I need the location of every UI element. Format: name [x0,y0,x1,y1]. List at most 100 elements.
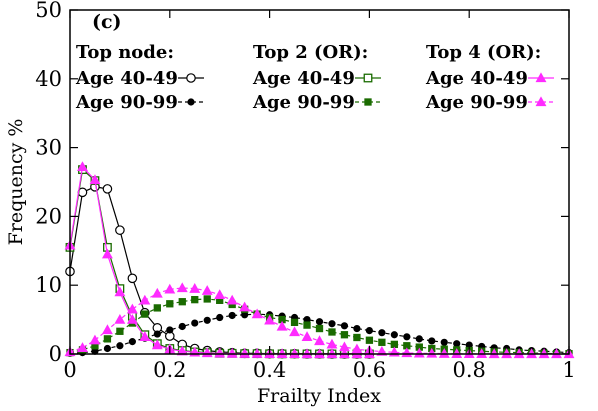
legend-group-1: Top 2 (OR): Age 40-49 Age 90-99 [252,42,381,113]
data-point [77,161,88,172]
x-axis-label: Frailty Index [257,385,381,407]
data-point [128,338,136,346]
data-point [239,348,251,358]
data-point [126,303,138,314]
y-tick-label: 20 [35,204,62,228]
data-point [353,324,361,333]
data-point [378,338,386,346]
data-point [328,320,336,328]
legend-header: Top 2 (OR): [253,42,368,63]
series-2 [65,165,374,359]
data-point [151,339,163,350]
legend: Top node: Age 40-49 Age 90-99 Top 2 (OR): Ag… [75,42,554,113]
data-point [426,347,438,358]
data-point [191,319,199,327]
data-point [116,327,124,335]
data-point [226,347,238,358]
data-point [203,316,211,324]
data-point [153,304,161,312]
data-point [438,348,450,358]
data-point [176,282,188,293]
data-point [365,336,374,344]
data-point [114,313,126,324]
data-point [216,313,224,322]
legend-marker [187,98,195,106]
data-point [114,286,126,297]
data-point [178,298,186,306]
chart-marks [64,161,575,359]
data-point [189,283,201,293]
data-point [203,295,211,303]
series-0 [65,182,375,359]
data-point [276,320,288,331]
data-point [166,326,174,334]
legend-marker [364,98,372,106]
y-axis-label: Frequency % [5,119,27,246]
data-point [390,331,398,339]
data-point [340,322,349,330]
legend-marker [186,73,196,83]
x-tick-label: 0.8 [452,358,485,382]
legend-entry-label: Age 90-99 [425,92,528,113]
data-point [351,343,363,354]
data-point [415,335,423,343]
series-line [69,168,370,355]
data-point [251,308,263,319]
data-point [290,318,299,327]
data-point [239,301,251,312]
data-point [353,333,361,342]
x-tick-label: 0.6 [353,358,386,382]
data-point [315,318,324,326]
data-point [376,345,388,356]
data-point [326,338,338,349]
x-tick-label: 0 [63,358,76,382]
data-point [102,184,113,194]
data-point [214,347,226,358]
legend-group-2: Top 4 (OR): Age 40-49 Age 90-99 [425,42,554,113]
legend-entry-label: Age 90-99 [75,92,178,113]
legend-entry-label: Age 40-49 [252,68,355,89]
data-point [228,311,236,320]
data-point [314,335,325,346]
data-point [428,337,436,345]
data-point [264,314,276,325]
x-tick-label: 0.4 [253,358,286,382]
data-point [126,313,138,324]
data-point [101,248,113,259]
data-point [303,321,311,329]
data-point [176,345,188,356]
y-tick-label: 40 [35,67,62,91]
x-tick-label: 1 [562,358,575,382]
data-point [365,327,373,335]
data-point [378,329,386,337]
legend-marker [535,72,547,83]
data-point [440,338,448,346]
data-point [164,283,176,294]
y-tick-label: 50 [35,0,62,22]
data-point [315,324,324,333]
legend-entry-label: Age 40-49 [75,68,178,89]
data-point [151,287,163,298]
data-point [339,341,350,352]
legend-marker [535,96,547,107]
data-point [103,335,112,343]
data-point [413,347,425,358]
data-point [403,333,411,341]
data-point [328,328,336,336]
series-5 [64,282,575,359]
data-point [101,324,113,335]
legend-entry-label: Age 90-99 [252,92,355,113]
data-point [178,322,186,331]
data-point [139,331,151,341]
data-point [226,294,238,305]
data-point [289,326,300,337]
legend-entry-label: Age 40-49 [425,68,528,89]
legend-group-0: Top node: Age 40-49 Age 90-99 [75,42,204,113]
data-point [77,342,88,352]
data-point [141,310,149,318]
data-point [153,330,161,338]
data-point [127,273,138,284]
data-point [116,342,124,350]
